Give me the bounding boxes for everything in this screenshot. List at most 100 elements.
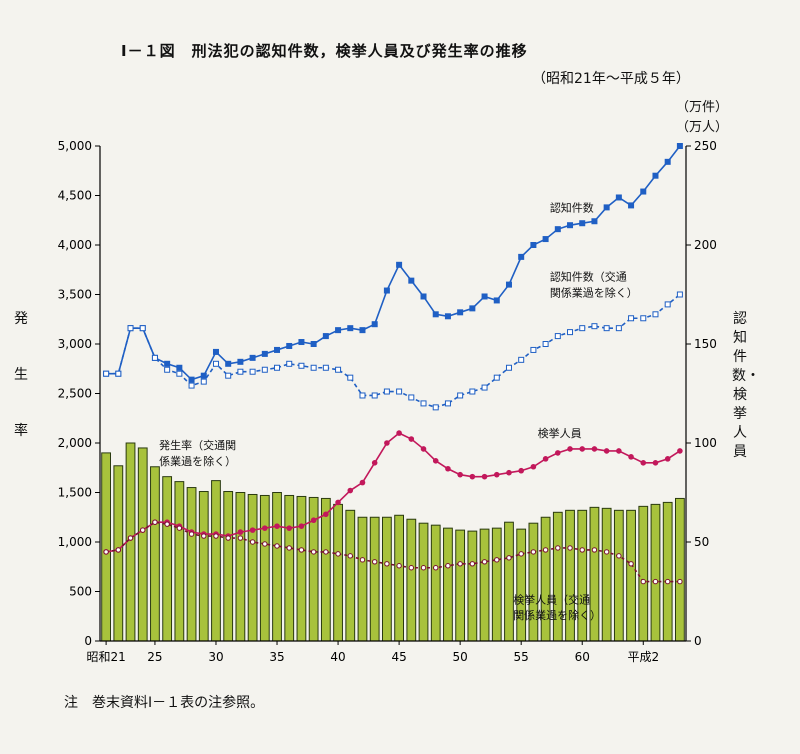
- left-axis-label-char: 発: [14, 311, 28, 327]
- data-point: [518, 551, 524, 557]
- data-point: [444, 400, 451, 407]
- data-point: [481, 473, 488, 480]
- data-point: [262, 541, 268, 547]
- bar: [443, 527, 453, 642]
- data-point: [445, 465, 451, 472]
- annotation: 認知件数（交通: [550, 270, 627, 284]
- data-point: [652, 460, 659, 466]
- data-point: [200, 378, 207, 385]
- data-point: [481, 559, 488, 565]
- data-point: [396, 261, 403, 268]
- data-point: [567, 446, 573, 452]
- bar: [601, 507, 612, 642]
- data-point: [359, 557, 366, 563]
- right-tick-label: 0: [694, 634, 702, 648]
- data-point: [249, 354, 256, 361]
- bar: [394, 514, 404, 642]
- data-point: [335, 327, 342, 334]
- data-point: [298, 547, 305, 553]
- data-point: [237, 535, 244, 541]
- axes: [95, 145, 691, 645]
- data-point: [518, 253, 525, 260]
- data-point: [542, 456, 549, 462]
- data-point: [506, 555, 512, 561]
- data-point: [603, 549, 610, 555]
- data-point: [249, 539, 256, 545]
- data-point: [493, 374, 500, 381]
- bar: [198, 491, 209, 642]
- data-point: [579, 325, 586, 332]
- data-point: [628, 202, 635, 209]
- data-point: [530, 242, 537, 248]
- bar: [369, 516, 380, 642]
- data-point: [274, 346, 281, 353]
- data-point: [322, 364, 329, 371]
- bar: [491, 527, 502, 642]
- bar: [296, 495, 307, 642]
- data-point: [494, 557, 500, 563]
- data-point: [530, 549, 537, 555]
- right-tick-label: 150: [694, 337, 717, 351]
- chart-title: Ⅰ－１図 刑法犯の認知件数，検挙人員及び発生率の推移: [121, 42, 528, 60]
- data-point: [164, 521, 170, 527]
- bar: [137, 447, 148, 642]
- data-point: [408, 277, 415, 284]
- data-point: [664, 456, 671, 462]
- annotation: 関係業過を除く）: [550, 285, 638, 299]
- data-point: [420, 446, 427, 452]
- right-tick-label: 100: [694, 436, 717, 450]
- data-point: [408, 394, 415, 401]
- data-point: [176, 364, 183, 371]
- data-point: [457, 392, 464, 399]
- data-point: [359, 479, 366, 486]
- bar: [162, 476, 173, 642]
- left-tick-label: 3,500: [58, 288, 92, 302]
- left-tick-label: 1,000: [58, 535, 92, 549]
- data-point: [371, 321, 378, 328]
- data-point: [335, 499, 341, 506]
- bar: [272, 492, 282, 642]
- x-tick-label: 平成2: [627, 650, 659, 664]
- data-point: [103, 370, 110, 377]
- data-point: [262, 525, 268, 531]
- bar: [675, 497, 685, 642]
- data-point: [432, 458, 439, 464]
- left-tick-label: 500: [69, 585, 92, 599]
- left-tick-label: 2,000: [58, 436, 92, 450]
- data-point: [249, 527, 256, 533]
- bar: [357, 516, 368, 642]
- annotation: 発生率（交通関: [159, 438, 236, 452]
- data-point: [628, 454, 634, 460]
- data-point: [457, 309, 464, 316]
- bar: [528, 522, 539, 642]
- data-point: [493, 471, 500, 478]
- annotation: 認知件数: [550, 200, 594, 214]
- data-point: [286, 545, 292, 551]
- right-axis-unit-1: （万件）: [676, 100, 729, 115]
- labels: 05001,0001,5002,0002,5003,0003,5004,0004…: [58, 139, 717, 664]
- data-point: [469, 561, 476, 567]
- data-point: [310, 517, 317, 524]
- right-tick-label: 200: [694, 238, 717, 252]
- data-point: [652, 172, 659, 179]
- data-point: [505, 364, 512, 371]
- data-point: [481, 384, 488, 391]
- data-point: [201, 533, 207, 539]
- data-point: [567, 329, 574, 336]
- data-point: [164, 366, 171, 373]
- data-point: [420, 565, 427, 571]
- data-point: [359, 392, 366, 399]
- data-point: [323, 511, 329, 518]
- x-tick-label: 50: [453, 650, 468, 664]
- bar: [101, 452, 111, 642]
- data-point: [615, 194, 622, 201]
- right-tick-label: 50: [694, 535, 709, 549]
- data-point: [664, 578, 671, 585]
- data-point: [322, 333, 329, 340]
- x-tick-label: 昭和21: [86, 650, 125, 664]
- annotation: 関係業過を除く）: [513, 608, 601, 622]
- x-tick-label: 55: [514, 650, 529, 664]
- data-point: [310, 341, 317, 347]
- left-axis-label-char: 率: [14, 423, 28, 439]
